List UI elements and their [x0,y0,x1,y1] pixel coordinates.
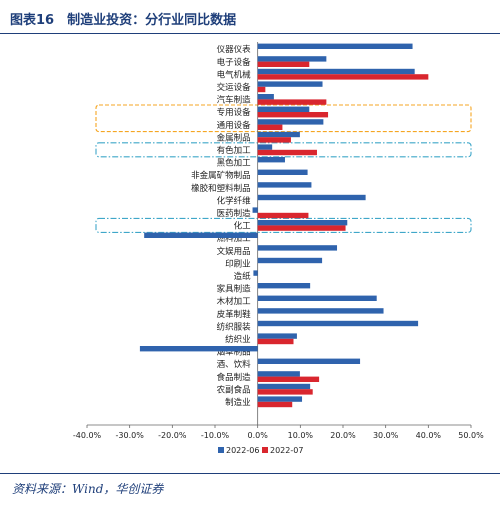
bar-2022-06 [257,144,273,150]
bar-2022-06 [257,383,311,390]
bar-2022-06 [257,257,323,264]
bar-2022-06 [144,232,258,238]
bar-2022-07 [257,124,283,130]
bar-2022-06 [257,81,323,87]
category-label: 烟草制品 [217,347,251,358]
category-label: 纺织服装 [217,321,252,332]
category-label: 纺织业 [225,334,251,345]
category-label: 制造业 [225,397,251,408]
legend-label-2: 2022-07 [270,446,303,455]
highlight-box-2 [95,142,472,158]
bar-2022-06 [257,245,338,251]
bar-2022-07 [257,225,346,231]
bar-2022-06 [257,56,327,62]
x-tick-label: -30.0% [116,431,145,440]
bar-2022-06 [257,131,300,138]
bar-2022-06 [257,119,324,125]
x-tick-label: -40.0% [73,431,102,440]
bar-chart: 仪器仪表电子设备电气机械交运设备汽车制造专用设备通用设备金属制品有色加工黑色加工… [73,42,484,455]
category-label: 食品制造 [217,372,252,383]
bar-2022-06 [257,283,311,289]
category-label: 化工 [234,221,252,232]
x-tick-label: 30.0% [373,431,399,440]
category-label: 皮革制鞋 [217,309,252,320]
bar-2022-07 [257,74,429,80]
category-label: 电气机械 [217,69,252,80]
highlight-box-1 [95,104,472,133]
x-tick-label: 0.0% [248,431,269,440]
bar-2022-06 [257,194,366,201]
bar-2022-06 [257,182,312,188]
bar-2022-06 [257,320,419,327]
category-label: 黑色加工 [217,158,252,169]
bar-2022-07 [257,389,313,395]
x-tick-label: 10.0% [288,431,314,440]
category-label: 电子设备 [217,57,252,68]
bar-2022-07 [257,61,310,67]
bar-2022-07 [257,376,320,382]
x-tick-label: -20.0% [158,431,187,440]
category-label: 汽车制造 [217,95,252,106]
category-label: 橡胶和塑料制品 [191,183,251,194]
bar-2022-07 [257,212,309,219]
bar-2022-06 [257,106,310,112]
bar-2022-06 [257,94,274,100]
category-label: 文娱用品 [217,246,251,257]
bar-2022-07 [257,149,317,156]
category-label: 医药制造 [217,208,252,219]
bar-2022-06 [257,333,297,339]
category-label: 有色加工 [217,145,252,156]
bar-2022-07 [257,137,291,143]
bar-2022-06 [252,207,258,213]
category-label: 印刷业 [225,258,251,269]
bar-2022-07 [257,401,293,408]
bar-2022-06 [139,346,258,352]
category-label: 燃料加工 [217,233,252,244]
bar-2022-07 [257,86,266,93]
bar-2022-06 [257,169,308,175]
category-label: 非金属矿物制品 [191,170,251,181]
x-tick-label: 40.0% [416,431,442,440]
x-tick-label: -10.0% [201,431,230,440]
category-label: 仪器仪表 [217,44,252,55]
x-tick-label: 50.0% [458,431,484,440]
legend-label-1: 2022-06 [226,446,259,455]
bar-2022-06 [257,43,413,49]
bar-2022-07 [257,338,294,345]
legend-swatch-2 [262,447,268,453]
bar-2022-06 [257,396,303,402]
bar-2022-06 [257,220,348,226]
category-label: 通用设备 [217,120,252,131]
title-divider [0,33,500,34]
category-label: 化学纤维 [217,195,252,206]
category-label: 木材加工 [217,296,252,307]
category-label: 农副食品 [217,384,251,395]
source-divider [0,473,500,474]
bar-2022-06 [253,270,258,276]
bar-2022-06 [257,371,300,377]
legend-swatch-1 [218,447,224,453]
category-label: 专用设备 [217,107,252,118]
category-label: 金属制品 [217,132,251,143]
category-label: 交运设备 [217,82,252,93]
bar-2022-06 [257,68,415,75]
category-label: 酒、饮料 [217,359,252,370]
highlight-box-3 [95,217,472,233]
category-label: 造纸 [234,271,252,282]
category-label: 家具制造 [217,284,252,295]
source-note: 资料来源：Wind，华创证券 [12,482,164,496]
figure-title: 图表16 制造业投资：分行业同比数据 [10,13,237,28]
bar-2022-06 [257,308,384,314]
bar-2022-06 [257,358,361,364]
bar-2022-07 [257,99,327,105]
bar-2022-07 [257,112,329,118]
bar-2022-06 [257,157,285,163]
x-tick-label: 20.0% [330,431,356,440]
bar-2022-06 [257,295,377,301]
